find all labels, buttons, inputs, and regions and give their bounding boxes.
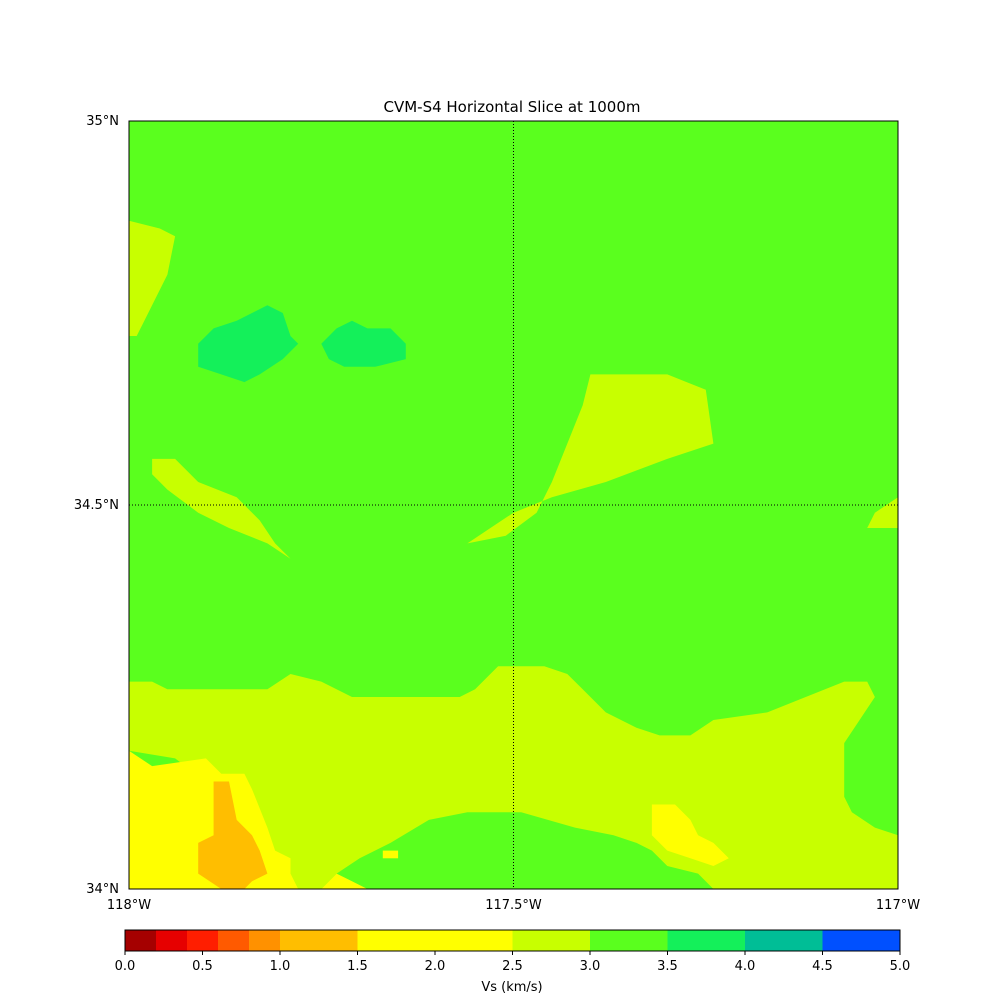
- colorbar-tick-label: 0.0: [115, 959, 136, 974]
- colorbar-bin: [590, 930, 668, 951]
- x-tick-label: 117°W: [876, 898, 920, 913]
- colorbar-bin: [667, 930, 745, 951]
- colorbar-bin: [280, 930, 358, 951]
- colorbar-bin: [249, 930, 280, 951]
- colorbar-bin: [125, 930, 156, 951]
- colorbar-tick-label: 2.0: [425, 959, 446, 974]
- x-axis-ticks: 118°W 117.5°W 117°W: [107, 898, 920, 913]
- colorbar-tick-label: 4.0: [735, 959, 756, 974]
- y-tick-label: 34.5°N: [74, 498, 119, 513]
- y-axis-ticks: 35°N 34.5°N 34°N: [74, 114, 119, 897]
- x-tick-label: 117.5°W: [485, 898, 542, 913]
- grid-lines: [129, 121, 898, 889]
- colorbar-tick-label: 2.5: [502, 959, 523, 974]
- colorbar-bin: [822, 930, 900, 951]
- colorbar-bin: [218, 930, 249, 951]
- y-tick-label: 35°N: [86, 114, 119, 129]
- colorbar-label: Vs (km/s): [481, 980, 542, 995]
- colorbar-bin: [512, 930, 590, 951]
- heatmap-region-4: [467, 374, 714, 544]
- heatmap-region-5: [867, 497, 898, 528]
- heatmap-region-2: [321, 320, 406, 367]
- colorbar-tick-label: 1.5: [347, 959, 368, 974]
- x-tick-label: 118°W: [107, 898, 151, 913]
- colorbar-bin: [357, 930, 513, 951]
- colorbar-tick-label: 5.0: [890, 959, 911, 974]
- heatmap-region-9: [321, 873, 368, 889]
- colorbar-bin: [187, 930, 218, 951]
- heatmap-region-3: [152, 458, 291, 559]
- heatmap-region-1: [198, 305, 299, 383]
- heatmap-region-6: [129, 666, 898, 889]
- colorbar-tick-label: 4.5: [812, 959, 833, 974]
- heatmap-region-8: [198, 781, 268, 889]
- colorbar-bin: [156, 930, 187, 951]
- heatmap-region-0: [129, 220, 176, 336]
- colorbar-bin: [745, 930, 823, 951]
- y-tick-label: 34°N: [86, 882, 119, 897]
- colorbar: 0.0 0.5 1.0 1.5 2.0 2.5 3.0 3.5 4.0 4.5 5.0: [115, 929, 911, 974]
- colorbar-tick-label: 1.0: [270, 959, 291, 974]
- colorbar-tick-label: 3.0: [580, 959, 601, 974]
- heatmap-region-11: [651, 804, 729, 866]
- colorbar-tick-label: 3.5: [657, 959, 678, 974]
- heatmap-region-10: [382, 850, 399, 859]
- plot-frame: [128, 120, 899, 890]
- colorbar-tick-label: 0.5: [192, 959, 213, 974]
- chart-title: CVM-S4 Horizontal Slice at 1000m: [383, 98, 640, 116]
